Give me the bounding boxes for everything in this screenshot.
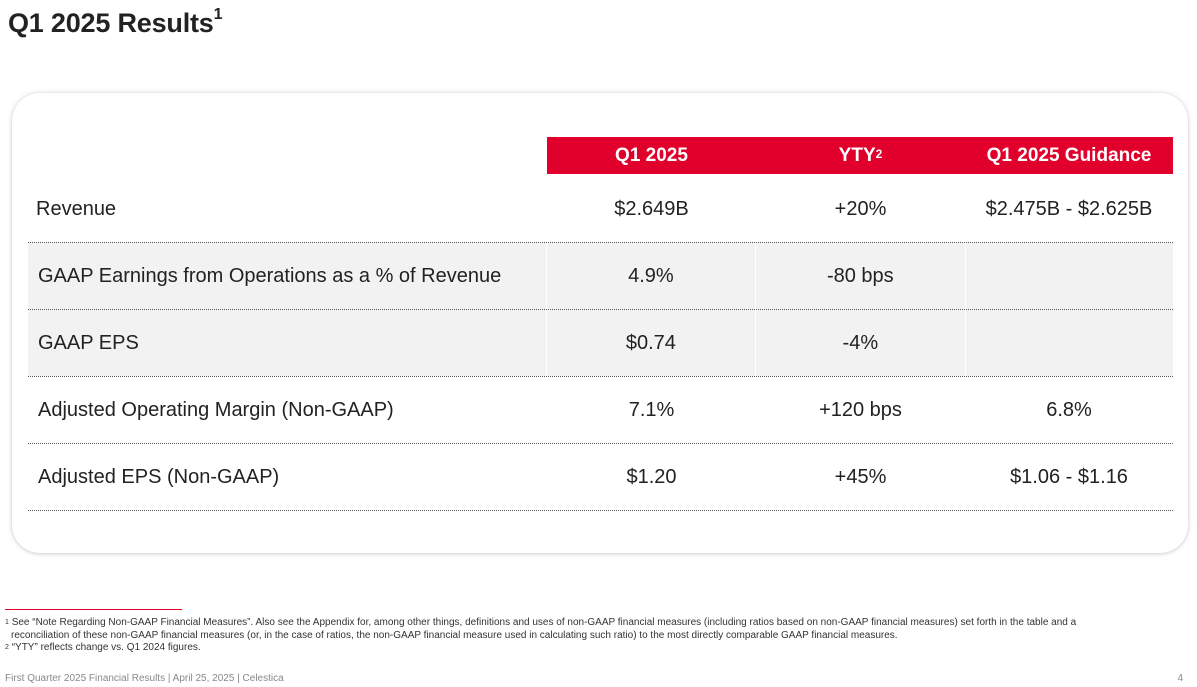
header-guidance: Q1 2025 Guidance xyxy=(986,144,1152,166)
footnote-1: 1 See “Note Regarding Non-GAAP Financial… xyxy=(5,617,1175,629)
row-label: Revenue xyxy=(36,197,117,220)
slide-footer: First Quarter 2025 Financial Results | A… xyxy=(5,673,284,684)
table-row-revenue: Revenue $2.649B +20% $2.475B - $2.625B xyxy=(28,176,1173,243)
row-yty-value: +20% xyxy=(834,197,887,220)
page-number: 4 xyxy=(1177,673,1183,684)
footnote-divider xyxy=(5,609,182,610)
row-label: GAAP EPS xyxy=(28,310,546,376)
footnote-1-line1: See “Note Regarding Non-GAAP Financial M… xyxy=(11,617,1077,628)
footnote-2: 2 “YTY” reflects change vs. Q1 2024 figu… xyxy=(5,642,1175,654)
table-row-gaap-eps: GAAP EPS $0.74 -4% xyxy=(28,310,1174,377)
table-header: Q1 2025 YTY 2 Q1 2025 Guidance xyxy=(547,137,1173,174)
footnote-1-continued: reconciliation of these non-GAAP financi… xyxy=(11,630,898,641)
row-q1-value: 7.1% xyxy=(628,398,675,421)
row-q1-value: $0.74 xyxy=(545,310,756,376)
page-title: Q1 2025 Results1 xyxy=(8,6,223,39)
row-yty-value: -80 bps xyxy=(755,243,965,309)
row-guidance-value: 6.8% xyxy=(1046,398,1092,421)
row-guidance-value: $2.475B - $2.625B xyxy=(985,197,1153,220)
row-yty-value: +45% xyxy=(834,465,887,488)
row-label: GAAP Earnings from Operations as a % of … xyxy=(28,243,546,309)
row-yty-value: +120 bps xyxy=(819,398,902,421)
footnote-2-text: “YTY” reflects change vs. Q1 2024 figure… xyxy=(11,642,201,653)
table-row-adjusted-eps: Adjusted EPS (Non-GAAP) $1.20 +45% $1.06… xyxy=(28,444,1173,511)
row-guidance-value xyxy=(964,310,1174,376)
row-guidance-value xyxy=(964,243,1174,309)
row-q1-value: $1.20 xyxy=(626,465,677,488)
footnote-2-marker: 2 xyxy=(5,644,9,651)
table-row-gaap-earnings: GAAP Earnings from Operations as a % of … xyxy=(28,243,1174,310)
table-row-adjusted-operating-margin: Adjusted Operating Margin (Non-GAAP) 7.1… xyxy=(28,377,1173,444)
header-yty-footnote-marker: 2 xyxy=(875,146,883,161)
row-label: Adjusted Operating Margin (Non-GAAP) xyxy=(38,398,394,421)
row-q1-value: 4.9% xyxy=(545,243,756,309)
footnote-1-marker: 1 xyxy=(5,619,9,626)
header-q1-2025: Q1 2025 xyxy=(615,144,688,166)
page-title-text: Q1 2025 Results xyxy=(8,8,214,38)
header-yty-text: YTY xyxy=(838,144,876,166)
row-q1-value: $2.649B xyxy=(614,197,689,220)
header-yty: YTY 2 xyxy=(756,137,965,174)
row-label: Adjusted EPS (Non-GAAP) xyxy=(38,465,280,488)
row-guidance-value: $1.06 - $1.16 xyxy=(1010,465,1128,488)
page-title-footnote-marker: 1 xyxy=(213,6,223,23)
row-yty-value: -4% xyxy=(755,310,965,376)
